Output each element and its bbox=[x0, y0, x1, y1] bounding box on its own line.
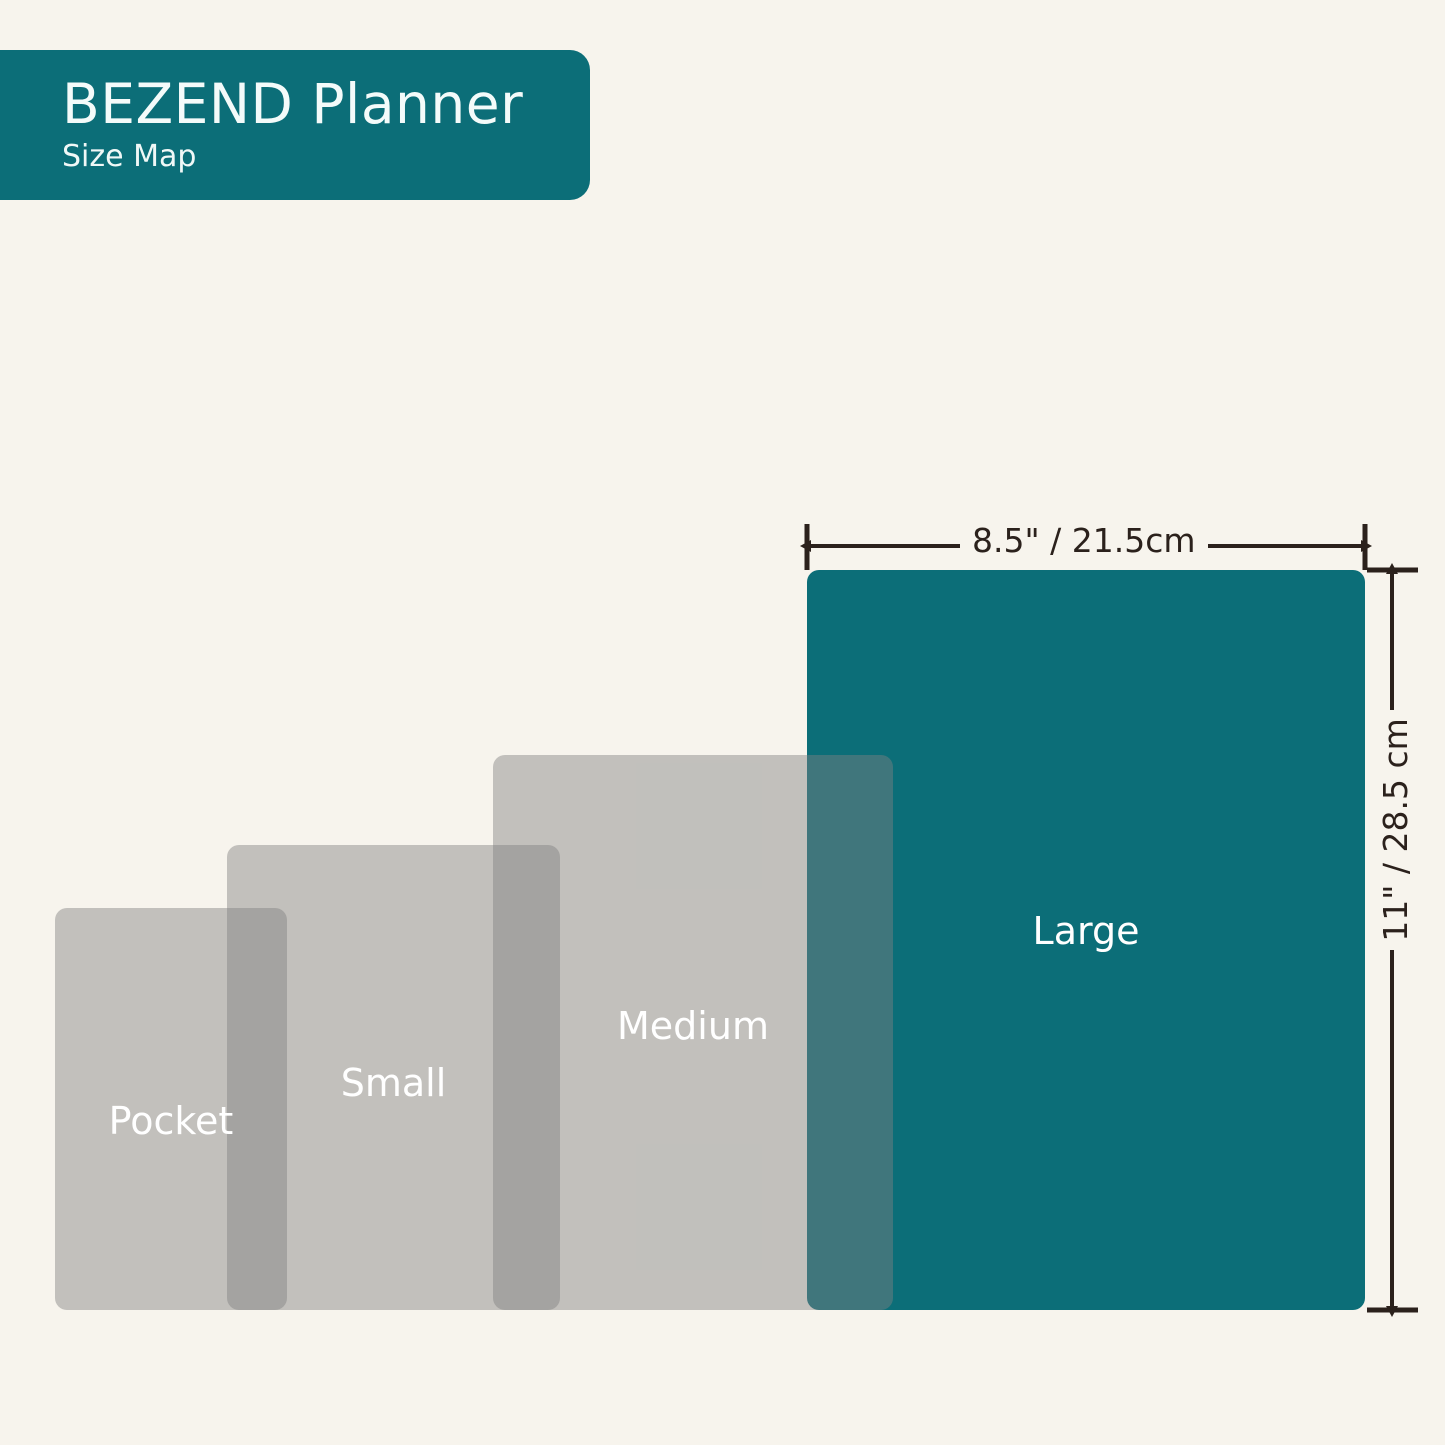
size-label-large: Large bbox=[1032, 909, 1140, 953]
width-dimension-label: 8.5" / 21.5cm bbox=[960, 521, 1208, 561]
size-label-pocket: Pocket bbox=[108, 1099, 234, 1143]
size-label-small: Small bbox=[340, 1061, 447, 1105]
page-title: BEZEND Planner bbox=[62, 72, 524, 136]
size-rect-pocket: Pocket bbox=[55, 908, 287, 1310]
height-dimension-label: 11" / 28.5 cm bbox=[1370, 710, 1422, 950]
size-rect-small: Small bbox=[227, 845, 560, 1310]
page-subtitle: Size Map bbox=[62, 139, 197, 174]
size-label-medium: Medium bbox=[617, 1004, 769, 1048]
size-rect-medium: Medium bbox=[493, 755, 893, 1310]
header-banner: BEZEND Planner Size Map bbox=[0, 50, 590, 200]
size-rect-large: Large bbox=[807, 570, 1365, 1310]
